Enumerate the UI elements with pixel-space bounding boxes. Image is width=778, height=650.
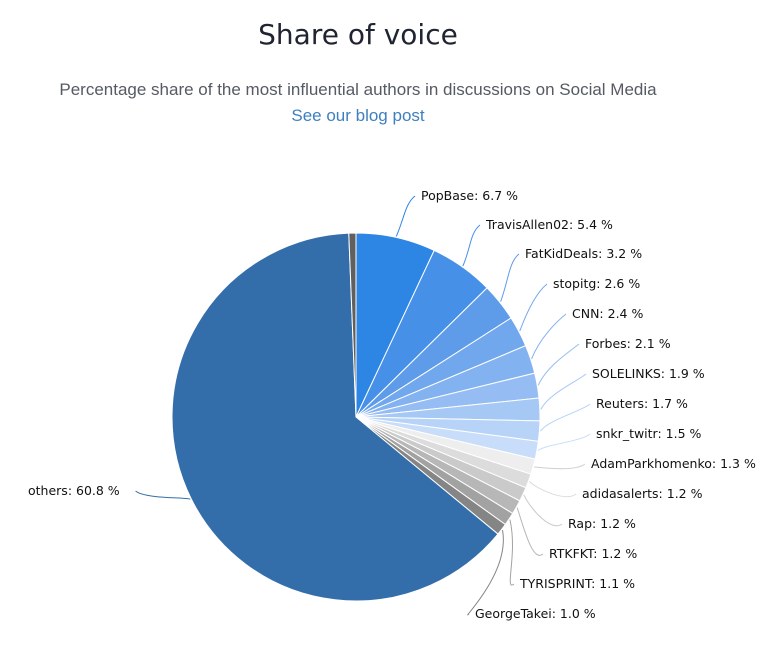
slice-label: Reuters: 1.7 % [596, 396, 688, 411]
slice-label: stopitg: 2.6 % [553, 276, 640, 291]
slice-label: Rap: 1.2 % [568, 516, 636, 531]
slice-label: RTKFKT: 1.2 % [549, 546, 637, 561]
label-connector [509, 519, 515, 586]
chart-subtitle: Percentage share of the most influential… [59, 80, 657, 99]
label-connector [540, 403, 591, 432]
label-connector [537, 343, 580, 386]
pie-slice-remainder[interactable] [348, 232, 357, 418]
pie-slice-others[interactable] [171, 232, 499, 602]
slice-label: PopBase: 6.7 % [421, 188, 518, 203]
label-connector [467, 529, 504, 616]
slice-label: SOLELINKS: 1.9 % [592, 366, 705, 381]
label-connectors [135, 195, 591, 616]
label-connector [523, 494, 563, 527]
label-connector [534, 463, 586, 470]
slice-label: TravisAllen02: 5.4 % [485, 217, 613, 232]
slice-labels: PopBase: 6.7 % TravisAllen02: 5.4 % FatKid… [28, 188, 756, 621]
slice-label: GeorgeTakei: 1.0 % [475, 606, 596, 621]
label-connector [516, 507, 544, 556]
slice-label: FatKidDeals: 3.2 % [525, 246, 642, 261]
slice-label: others: 60.8 % [28, 483, 120, 498]
slice-label: AdamParkhomenko: 1.3 % [591, 456, 756, 471]
label-connector [531, 313, 567, 360]
label-connector [537, 433, 591, 451]
label-connector [135, 490, 191, 500]
slice-label: Forbes: 2.1 % [585, 336, 671, 351]
label-connector [500, 253, 520, 302]
slice-label: adidasalerts: 1.2 % [582, 486, 703, 501]
slice-label: TYRISPRINT: 1.1 % [519, 576, 635, 591]
blog-post-link[interactable]: See our blog post [291, 106, 425, 125]
pie-slices [171, 232, 541, 602]
label-connector [540, 373, 587, 410]
label-connector [529, 481, 577, 498]
chart-title: Share of voice [258, 18, 458, 51]
label-connector [462, 224, 481, 267]
slice-label: snkr_twitr: 1.5 % [596, 426, 702, 441]
label-connector [519, 283, 548, 332]
label-connector [395, 195, 416, 237]
slice-label: CNN: 2.4 % [572, 306, 643, 321]
